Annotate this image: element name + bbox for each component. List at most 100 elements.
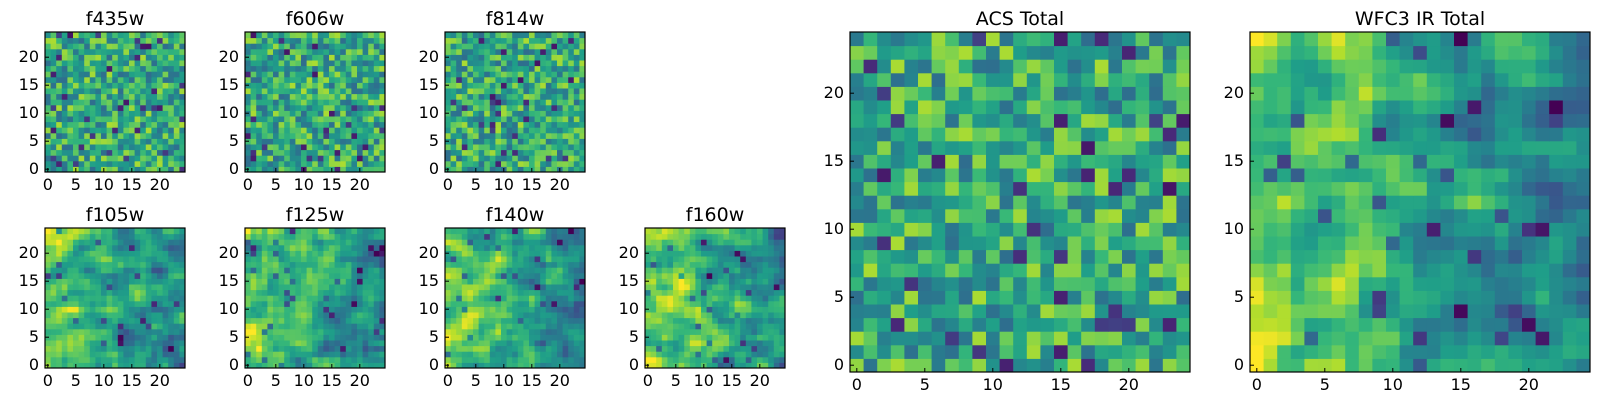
heatmap-cell	[50, 166, 57, 173]
heatmap-cell	[345, 149, 352, 156]
heatmap-cell	[329, 37, 336, 44]
heatmap-cell	[173, 340, 180, 347]
heatmap-cell	[129, 295, 136, 302]
heatmap-cell	[495, 82, 502, 89]
heatmap-cell	[261, 48, 268, 55]
heatmap-cell	[579, 334, 586, 341]
heatmap-cell	[245, 37, 252, 44]
heatmap-cell	[534, 99, 541, 106]
heatmap-cell	[945, 276, 960, 291]
heatmap-cell	[73, 88, 80, 95]
heatmap-cell	[484, 82, 491, 89]
x-tick-label: 20	[550, 175, 570, 194]
heatmap-cell	[289, 362, 296, 369]
heatmap-cell	[523, 295, 530, 302]
heatmap-cell	[323, 132, 330, 139]
heatmap-cell	[301, 160, 308, 167]
heatmap-cell	[562, 239, 569, 246]
heatmap-cell	[573, 256, 580, 263]
heatmap-cell	[84, 43, 91, 50]
heatmap-cell	[1162, 304, 1177, 319]
heatmap-cell	[50, 362, 57, 369]
heatmap-cell	[506, 99, 513, 106]
heatmap-cell	[484, 306, 491, 313]
heatmap-cell	[751, 328, 758, 335]
heatmap-cell	[999, 127, 1014, 142]
heatmap-cell	[673, 250, 680, 257]
heatmap-cell	[512, 132, 519, 139]
heatmap-cell	[762, 356, 769, 363]
heatmap-cell	[329, 149, 336, 156]
heatmap-cell	[467, 43, 474, 50]
heatmap-cell	[1067, 317, 1082, 332]
heatmap-cell	[740, 340, 747, 347]
heatmap-cell	[101, 127, 108, 134]
heatmap-cell	[317, 76, 324, 83]
heatmap-cell	[534, 138, 541, 145]
heatmap-cell	[484, 76, 491, 83]
heatmap-cell	[267, 43, 274, 50]
heatmap-cell	[340, 272, 347, 279]
heatmap-cell	[373, 155, 380, 162]
heatmap-cell	[84, 256, 91, 263]
heatmap-cell	[495, 144, 502, 151]
heatmap-cell	[661, 272, 668, 279]
heatmap-cell	[101, 121, 108, 128]
heatmap-cell	[551, 239, 558, 246]
heatmap-cell	[1094, 222, 1109, 237]
heatmap-cell	[78, 250, 85, 257]
heatmap-cell	[123, 116, 130, 123]
heatmap-cell	[684, 306, 691, 313]
heatmap-cell	[684, 312, 691, 319]
heatmap-cell	[540, 250, 547, 257]
heatmap-cell	[334, 278, 341, 285]
heatmap-cell	[151, 340, 158, 347]
heatmap-cell	[650, 250, 657, 257]
heatmap-cell	[340, 233, 347, 240]
heatmap-cell	[540, 138, 547, 145]
heatmap-cell	[368, 239, 375, 246]
heatmap-cell	[506, 312, 513, 319]
heatmap-cell	[278, 244, 285, 251]
heatmap-cell	[506, 138, 513, 145]
heatmap-cell	[250, 48, 257, 55]
heatmap-cell	[140, 362, 147, 369]
heatmap-cell	[506, 239, 513, 246]
heatmap-cell	[650, 356, 657, 363]
heatmap-cell	[362, 99, 369, 106]
heatmap-cell	[999, 168, 1014, 183]
heatmap-cell	[317, 43, 324, 50]
heatmap-cell	[306, 88, 313, 95]
heatmap-cell	[762, 233, 769, 240]
heatmap-cell	[562, 256, 569, 263]
heatmap-cell	[317, 48, 324, 55]
heatmap-cell	[162, 93, 169, 100]
heatmap-cell	[534, 60, 541, 67]
heatmap-cell	[650, 317, 657, 324]
heatmap-cell	[73, 284, 80, 291]
heatmap-cell	[73, 323, 80, 330]
heatmap-cell	[368, 233, 375, 240]
heatmap-cell	[334, 138, 341, 145]
heatmap-cell	[568, 256, 575, 263]
heatmap-cell	[151, 334, 158, 341]
heatmap-cell	[445, 65, 452, 72]
heatmap-cell	[67, 104, 74, 111]
heatmap-cell	[312, 88, 319, 95]
heatmap-cell	[50, 65, 57, 72]
heatmap-cell	[317, 88, 324, 95]
heatmap-cell	[557, 323, 564, 330]
heatmap-cell	[501, 233, 508, 240]
heatmap-cell	[306, 256, 313, 263]
heatmap-cell	[256, 88, 263, 95]
heatmap-cell	[706, 295, 713, 302]
heatmap-cell	[523, 323, 530, 330]
heatmap-cell	[245, 233, 252, 240]
heatmap-cell	[1122, 263, 1137, 278]
heatmap-cell	[540, 32, 547, 39]
heatmap-cell	[678, 284, 685, 291]
heatmap-cell	[450, 32, 457, 39]
heatmap-cell	[958, 154, 973, 169]
heatmap-cell	[467, 76, 474, 83]
heatmap-cell	[723, 256, 730, 263]
